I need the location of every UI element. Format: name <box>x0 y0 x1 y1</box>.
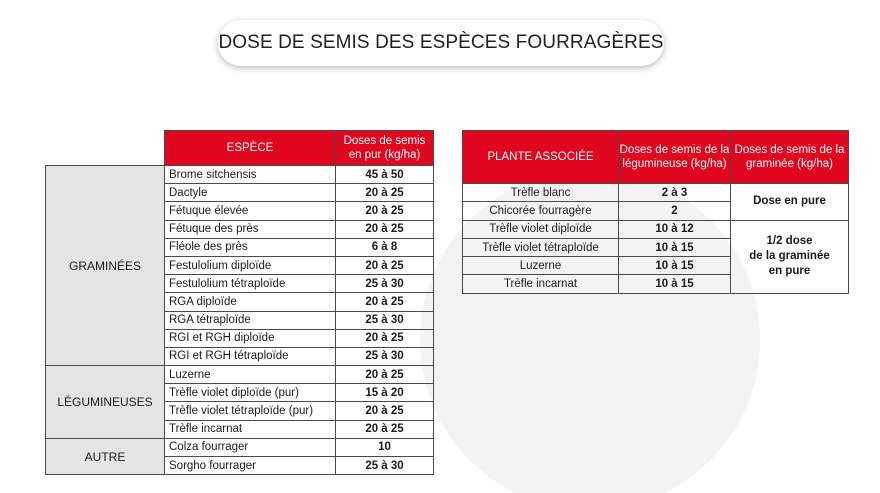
dose-value: 6 à 8 <box>335 237 434 257</box>
page-title: DOSE DE SEMIS DES ESPÈCES FOURRAGÈRES <box>218 20 664 66</box>
legume-dose: 2 <box>618 201 731 221</box>
plant-name: Luzerne <box>462 256 619 276</box>
dose-value: 20 à 25 <box>335 255 434 276</box>
plant-name: Trèfle blanc <box>462 182 619 203</box>
table-row: Festulolium diploïde 20 à 25 <box>46 255 434 276</box>
table-row: Trèfle incarnat 10 à 15 <box>462 274 849 294</box>
table-row: Trèfle violet tétraploïde (pur) 20 à 25 <box>46 401 434 421</box>
plant-name: Trèfle violet diploïde <box>462 219 619 239</box>
species-name: RGI et RGH tétraploïde <box>164 346 336 367</box>
species-name: Sorgho fourrager <box>164 455 336 476</box>
dose-value: 20 à 25 <box>335 365 434 385</box>
species-name: Colza fourrager <box>164 437 336 458</box>
table-row: Trèfle blanc 2 à 3 Dose en pure <box>462 182 849 221</box>
dose-value: 25 à 30 <box>335 274 434 294</box>
dose-value: 10 <box>335 437 434 458</box>
dose-value: 20 à 25 <box>335 292 434 312</box>
group-autre: AUTRE <box>45 437 165 476</box>
table-row: Dactyle 20 à 25 <box>46 183 434 203</box>
species-name: Dactyle <box>164 183 336 203</box>
species-name: Fléole des près <box>164 237 336 257</box>
plant-name: Trèfle incarnat <box>462 274 619 294</box>
dose-value: 20 à 25 <box>335 219 434 239</box>
header-doses-legumineuse: Doses de semis de la légumineuse (kg/ha) <box>618 130 731 184</box>
graminee-dose: Dose en pure <box>730 183 849 221</box>
group-graminees: GRAMINÉES <box>45 164 165 367</box>
table-row: Trèfle violet diploïde (pur) 15 à 20 <box>46 383 434 403</box>
dose-value: 25 à 30 <box>335 310 434 330</box>
seeding-dose-table: ESPÈCE Doses de semis en pur (kg/ha) GRA… <box>45 130 434 476</box>
dose-value: 20 à 25 <box>335 328 434 348</box>
table-row: Trèfle violet diploïde 10 à 12 1/2 dose … <box>462 219 849 294</box>
graminee-half-line2: de la graminée <box>749 250 830 263</box>
species-name: Brome sitchensis <box>164 164 336 185</box>
table-row: Fléole des près 6 à 8 <box>46 237 434 257</box>
plant-name: Chicorée fourragère <box>462 201 619 221</box>
table-row: Luzerne 10 à 15 <box>462 256 849 276</box>
species-name: RGI et RGH diploïde <box>164 328 336 348</box>
species-name: Fétuque des près <box>164 219 336 239</box>
species-name: RGA diploïde <box>164 292 336 312</box>
table-row: RGI et RGH tétraploïde 25 à 30 <box>46 346 434 367</box>
table-row: Fétuque des près 20 à 25 <box>46 219 434 239</box>
species-name: Trèfle violet tétraploïde (pur) <box>164 401 336 421</box>
dose-value: 20 à 25 <box>335 401 434 421</box>
species-name: Festulolium tétraploïde <box>164 274 336 294</box>
dose-value: 25 à 30 <box>335 346 434 367</box>
species-name: Trèfle incarnat <box>164 419 336 439</box>
legume-dose: 10 à 15 <box>618 237 731 258</box>
dose-value: 15 à 20 <box>335 383 434 403</box>
species-name: Fétuque élevée <box>164 201 336 221</box>
graminee-dose-half: 1/2 dose de la graminée en pure <box>730 219 849 294</box>
header-blank <box>45 130 165 166</box>
dose-value: 25 à 30 <box>335 455 434 476</box>
legume-dose: 2 à 3 <box>618 182 731 203</box>
table-row: Chicorée fourragère 2 <box>462 201 849 221</box>
table-row: AUTRE Colza fourrager 10 <box>45 437 434 476</box>
species-name: Trèfle violet diploïde (pur) <box>164 383 336 403</box>
table-row: RGA tétraploïde 25 à 30 <box>46 310 434 330</box>
table-row: Festulolium tétraploïde 25 à 30 <box>46 274 434 294</box>
dose-value: 20 à 25 <box>335 419 434 439</box>
association-dose-table: PLANTE ASSOCIÉE Doses de semis de la lég… <box>462 130 849 294</box>
legume-dose: 10 à 15 <box>618 274 731 294</box>
table-row: Trèfle incarnat 20 à 25 <box>46 419 434 439</box>
species-name: Luzerne <box>164 365 336 385</box>
species-name: Festulolium diploïde <box>164 255 336 276</box>
legume-dose: 10 à 15 <box>618 256 731 276</box>
dose-value: 45 à 50 <box>335 164 434 185</box>
table-row: LÉGUMINEUSES Luzerne 20 à 25 <box>45 365 434 439</box>
graminee-half-line1: 1/2 dose <box>766 235 813 248</box>
plant-name: Trèfle violet tétraploïde <box>462 237 619 258</box>
header-plante-associee: PLANTE ASSOCIÉE <box>462 130 619 184</box>
legume-dose: 10 à 12 <box>618 219 731 239</box>
table-row: RGI et RGH diploïde 20 à 25 <box>46 328 434 348</box>
header-espece: ESPÈCE <box>164 130 336 166</box>
table-row: Sorgho fourrager 25 à 30 <box>46 455 434 476</box>
table-row: GRAMINÉES Brome sitchensis 45 à 50 <box>45 164 434 367</box>
group-legumineuses: LÉGUMINEUSES <box>45 365 165 439</box>
table-row: RGA diploïde 20 à 25 <box>46 292 434 312</box>
dose-value: 20 à 25 <box>335 183 434 203</box>
species-name: RGA tétraploïde <box>164 310 336 330</box>
header-doses-graminee: Doses de semis de la graminée (kg/ha) <box>730 130 849 184</box>
graminee-half-line3: en pure <box>768 265 811 278</box>
header-doses-pur: Doses de semis en pur (kg/ha) <box>335 130 434 166</box>
dose-value: 20 à 25 <box>335 201 434 221</box>
